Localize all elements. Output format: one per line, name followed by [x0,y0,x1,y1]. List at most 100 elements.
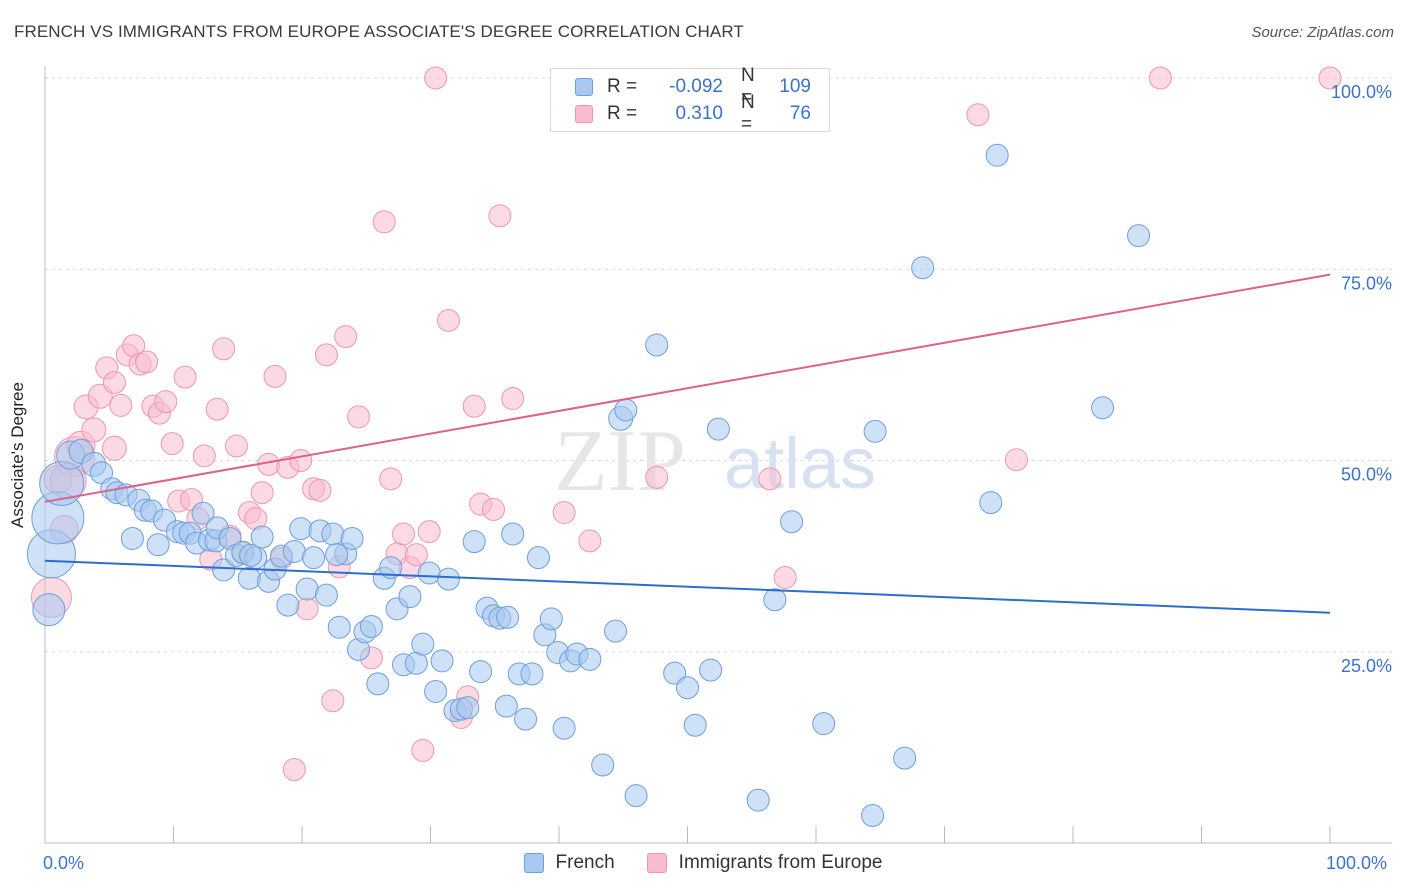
french-point [526,546,550,570]
french-swatch [575,78,593,96]
legend-r-value: 0.310 [675,103,723,124]
series-french-points [26,143,1151,827]
french-point [366,672,390,696]
immigrants-point [289,449,313,472]
immigrants-point [411,738,435,762]
french-point [496,605,520,629]
immigrants-point [192,444,216,468]
french-point [302,546,326,570]
y-tick-labels: 25.0% 50.0% 75.0% 100.0% [1331,82,1392,676]
immigrants-point [224,434,248,458]
french-point [398,585,422,609]
french-point [552,716,576,740]
immigrants-point [1318,66,1342,90]
immigrants-point [295,597,319,621]
french-point [456,696,480,720]
trend-lines [44,273,1331,614]
french-point [812,712,836,736]
immigrants-swatch [646,853,667,873]
axes [44,66,1392,844]
legend-n-value: 76 [789,103,811,124]
series-immigrants-points [30,66,1342,782]
french-point [250,525,274,549]
immigrants-point [436,309,460,333]
french-point [462,530,486,554]
legend-label-french: French [555,852,615,873]
immigrants-point [212,337,236,361]
immigrants-point [282,758,306,782]
immigrants-point [250,481,274,505]
legend-r-value: -0.092 [669,76,723,97]
french-point [411,632,435,656]
french-point [578,647,602,671]
french-point [321,522,345,546]
french-point [501,522,525,546]
french-point [1127,224,1151,248]
immigrants-point [101,435,127,461]
immigrants-point [109,393,133,417]
immigrants-point [173,365,197,389]
french-point [893,746,917,770]
chart-title: FRENCH VS IMMIGRANTS FROM EUROPE ASSOCIA… [14,22,744,41]
immigrants-point [966,103,990,127]
french-point [539,607,563,631]
legend-row-immigrants: R = 0.310 N = 76 [575,92,811,135]
stats-legend: R = -0.092 N = 109 R = 0.310 N = 76 [550,65,830,135]
immigrants-point [392,522,416,546]
immigrants-point [1148,66,1172,90]
immigrants-point [578,529,602,553]
immigrants-point [645,465,669,489]
french-point [520,662,544,686]
french-point [237,566,261,590]
y-tick-label: 25.0% [1341,656,1392,676]
french-point [191,501,215,525]
french-point [683,713,707,737]
french-point [212,558,236,582]
french-point [436,567,460,591]
french-point [325,543,349,567]
french-point [417,561,441,585]
french-point [624,784,648,808]
french-point [979,491,1003,515]
immigrants-point [773,566,797,590]
legend-n-value: 109 [779,76,811,97]
french-point [985,143,1009,167]
french-point [32,593,66,627]
french-point [911,256,935,280]
immigrants-point [372,210,396,234]
immigrants-point [552,501,576,525]
french-point [1091,396,1115,420]
legend-r-label: R = [607,76,638,97]
immigrants-point [314,343,338,367]
legend-row-french: R = -0.092 N = 109 [575,65,811,108]
y-tick-label: 50.0% [1341,465,1392,485]
legend-r-label: R = [607,103,638,124]
immigrants-point [379,467,403,491]
french-trend-line [44,559,1331,614]
watermark-atlas: atlas [724,424,876,504]
immigrants-point [417,520,441,544]
source-credit: Source: ZipAtlas.com [1251,24,1394,41]
y-tick-label: 75.0% [1341,273,1392,293]
legend-label-immigrants: Immigrants from Europe [678,852,883,873]
french-point [706,417,730,441]
immigrants-point [501,387,525,411]
french-point [327,615,351,639]
immigrants-point [488,204,512,228]
immigrants-point [758,467,782,491]
legend-item-immigrants: Immigrants from Europe [646,852,883,874]
x-tick-label-min: 0.0% [43,853,85,873]
french-point [780,510,804,534]
french-point [295,577,319,601]
french-point [359,615,383,639]
legend-n-label: N = [741,65,755,108]
french-point [861,803,885,827]
french-point [379,556,403,580]
french-point [276,593,300,617]
french-point [239,543,263,567]
french-point [514,707,538,731]
french-point [663,661,687,685]
immigrants-swatch [575,105,593,123]
immigrants-trend-line [44,273,1331,503]
